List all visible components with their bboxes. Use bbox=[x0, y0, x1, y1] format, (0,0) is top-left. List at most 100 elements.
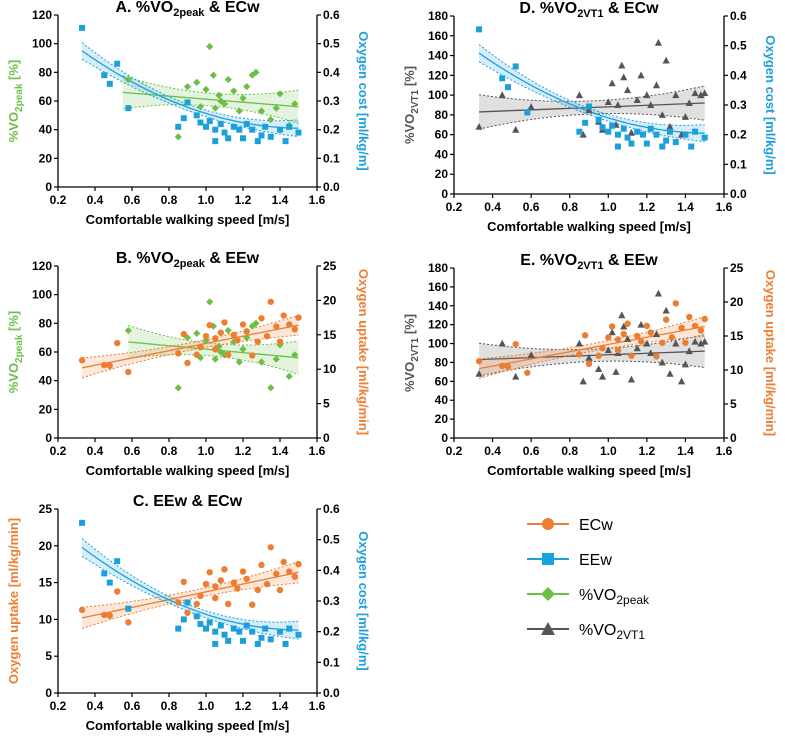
x-tick-label: 0.2 bbox=[446, 444, 463, 458]
data-point bbox=[599, 345, 606, 352]
confidence-upper bbox=[479, 316, 705, 360]
data-point bbox=[184, 359, 191, 367]
data-point bbox=[286, 568, 293, 575]
data-point bbox=[193, 600, 200, 608]
data-point bbox=[633, 96, 641, 104]
left-tick-label: 100 bbox=[32, 288, 52, 302]
right-tick-label: 0.3 bbox=[323, 594, 340, 608]
data-point bbox=[254, 338, 261, 345]
left-tick-label: 40 bbox=[39, 123, 53, 137]
left-tick-label: 40 bbox=[435, 147, 449, 161]
data-point bbox=[666, 122, 674, 130]
data-point bbox=[125, 605, 132, 612]
data-point bbox=[524, 109, 531, 116]
data-point bbox=[230, 579, 237, 586]
left-tick-label: 0 bbox=[441, 431, 448, 445]
data-point bbox=[276, 338, 284, 345]
data-point bbox=[623, 86, 632, 94]
data-point bbox=[276, 90, 284, 98]
x-tick-label: 1.4 bbox=[272, 699, 289, 713]
data-point bbox=[78, 357, 86, 364]
data-point bbox=[697, 327, 705, 334]
confidence-lower bbox=[81, 582, 299, 630]
left-tick-label: 100 bbox=[428, 88, 448, 102]
data-point bbox=[183, 83, 192, 91]
data-point bbox=[114, 558, 121, 565]
x-tick-label: 0.4 bbox=[484, 444, 501, 458]
data-point bbox=[249, 601, 256, 608]
data-point bbox=[634, 128, 641, 135]
data-point bbox=[206, 298, 214, 306]
data-point bbox=[239, 94, 247, 102]
right-tick-label: 0.4 bbox=[323, 563, 340, 577]
data-point bbox=[202, 580, 210, 588]
left-tick-label: 20 bbox=[435, 167, 449, 181]
regression-line bbox=[478, 325, 705, 370]
data-point bbox=[220, 100, 229, 108]
data-point bbox=[257, 358, 266, 366]
panel-title-sub: 2VT1 bbox=[577, 260, 603, 272]
left-axis-label-main: %VO bbox=[6, 363, 21, 393]
data-point bbox=[236, 628, 243, 635]
data-point bbox=[688, 143, 695, 150]
right-tick-label: 0.0 bbox=[323, 180, 340, 194]
data-point bbox=[211, 104, 219, 112]
data-point bbox=[524, 369, 531, 376]
data-point bbox=[595, 352, 602, 359]
left-axis-label-main: Oxygen uptake [ml/kg/min] bbox=[6, 518, 21, 684]
confidence-upper bbox=[479, 85, 705, 102]
data-point bbox=[647, 329, 654, 336]
left-tick-label: 0 bbox=[45, 431, 52, 445]
data-point bbox=[686, 313, 693, 321]
x-tick-label: 0.4 bbox=[87, 193, 104, 207]
x-tick-label: 0.8 bbox=[561, 200, 578, 214]
data-point bbox=[691, 337, 699, 345]
left-tick-label: 25 bbox=[39, 502, 53, 516]
data-point bbox=[277, 628, 283, 635]
data-point bbox=[239, 568, 247, 575]
right-tick-label: 0.3 bbox=[323, 94, 340, 108]
right-axis-label: Oxygen cost [ml/kg/m] bbox=[356, 31, 371, 170]
data-point bbox=[643, 322, 651, 329]
data-point bbox=[254, 138, 261, 145]
data-point bbox=[254, 586, 261, 594]
data-point bbox=[206, 569, 213, 576]
confidence-upper bbox=[81, 538, 299, 623]
left-axis-label-main: %VO bbox=[402, 362, 417, 392]
right-tick-label: 0.2 bbox=[730, 128, 747, 142]
left-axis-label-tail: [%] bbox=[402, 66, 417, 90]
x-tick-label: 1.4 bbox=[272, 444, 289, 458]
right-tick-label: 0.4 bbox=[323, 65, 340, 79]
data-point bbox=[221, 319, 228, 326]
data-point bbox=[647, 125, 654, 132]
data-point bbox=[252, 68, 260, 76]
x-tick-label: 0.8 bbox=[161, 699, 178, 713]
left-tick-label: 120 bbox=[32, 8, 52, 22]
data-point bbox=[654, 38, 663, 46]
confidence-upper bbox=[479, 334, 705, 351]
data-point bbox=[197, 343, 204, 351]
data-point bbox=[79, 519, 86, 526]
data-point bbox=[209, 71, 217, 79]
data-point bbox=[243, 328, 250, 335]
x-tick-label: 0.2 bbox=[50, 444, 67, 458]
x-tick-label: 1.6 bbox=[309, 444, 326, 458]
data-point bbox=[272, 104, 280, 112]
data-point bbox=[212, 138, 219, 145]
data-point bbox=[234, 585, 241, 592]
x-axis-label: Comfortable walking speed [m/s] bbox=[86, 212, 290, 227]
data-point bbox=[225, 637, 232, 644]
x-tick-label: 1.0 bbox=[198, 444, 215, 458]
x-tick-label: 0.6 bbox=[523, 200, 540, 214]
regression-line bbox=[81, 324, 299, 369]
data-point bbox=[243, 334, 251, 342]
confidence-lower bbox=[478, 360, 705, 377]
data-point bbox=[239, 321, 247, 328]
data-point bbox=[618, 61, 626, 69]
data-point bbox=[124, 75, 132, 84]
data-point bbox=[579, 377, 587, 385]
data-point bbox=[193, 351, 200, 358]
data-point bbox=[78, 606, 86, 614]
data-point bbox=[174, 133, 182, 141]
data-point bbox=[174, 384, 182, 392]
